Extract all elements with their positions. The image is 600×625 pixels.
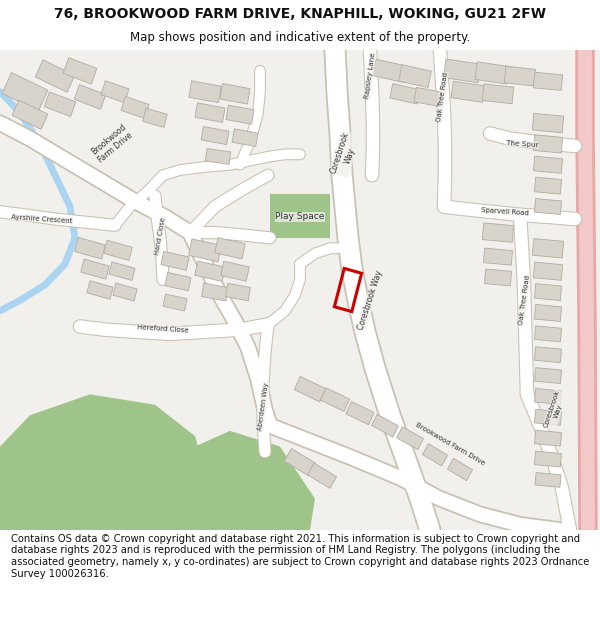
Bar xyxy=(482,223,514,243)
Bar xyxy=(504,66,536,86)
Bar xyxy=(451,81,485,102)
Bar xyxy=(533,262,563,280)
Bar xyxy=(109,262,135,281)
Bar xyxy=(532,239,563,258)
Bar xyxy=(163,294,187,311)
Bar xyxy=(215,238,245,259)
Text: Contains OS data © Crown copyright and database right 2021. This information is : Contains OS data © Crown copyright and d… xyxy=(11,534,589,579)
Bar xyxy=(484,248,512,265)
Bar xyxy=(535,430,562,446)
Bar xyxy=(195,103,225,122)
Text: 76, BROOKWOOD FARM DRIVE, KNAPHILL, WOKING, GU21 2FW: 76, BROOKWOOD FARM DRIVE, KNAPHILL, WOKI… xyxy=(54,7,546,21)
Bar xyxy=(232,129,258,146)
Text: Brookwood Farm Drive: Brookwood Farm Drive xyxy=(415,422,485,467)
Bar xyxy=(12,100,48,129)
Bar xyxy=(81,259,109,279)
Bar xyxy=(482,84,514,104)
Polygon shape xyxy=(175,431,315,530)
Bar xyxy=(270,194,330,238)
Text: The Spur: The Spur xyxy=(506,140,538,148)
Bar xyxy=(121,96,149,118)
Bar xyxy=(101,81,129,102)
Text: Brookwood
Farm Drive: Brookwood Farm Drive xyxy=(89,123,134,165)
Bar xyxy=(161,251,189,270)
Polygon shape xyxy=(0,394,210,530)
Bar xyxy=(390,84,420,104)
Bar xyxy=(535,304,562,321)
Text: Hereford Close: Hereford Close xyxy=(137,324,189,333)
Bar xyxy=(63,58,97,84)
Bar xyxy=(535,472,561,488)
Bar xyxy=(35,60,74,92)
Bar xyxy=(346,401,374,425)
Bar xyxy=(532,113,563,132)
Text: Oak Tree Road: Oak Tree Road xyxy=(518,275,530,326)
Bar xyxy=(44,92,76,117)
Bar xyxy=(484,269,512,286)
Bar xyxy=(535,389,562,404)
Bar xyxy=(188,239,221,262)
Bar xyxy=(320,388,350,411)
Bar xyxy=(201,126,229,144)
Text: Coresbrook
Way: Coresbrook Way xyxy=(329,131,361,178)
Bar xyxy=(373,59,407,82)
Bar xyxy=(74,238,106,259)
Bar xyxy=(189,81,221,102)
Text: Rapsley Lane: Rapsley Lane xyxy=(364,52,376,99)
Bar xyxy=(533,135,563,153)
Bar xyxy=(220,84,250,104)
Bar xyxy=(165,272,191,291)
Bar xyxy=(284,449,316,476)
Bar xyxy=(87,281,113,299)
Bar xyxy=(414,88,442,106)
Bar xyxy=(448,458,473,481)
Bar xyxy=(535,347,562,362)
Bar xyxy=(535,199,562,214)
Bar xyxy=(226,283,250,301)
Bar xyxy=(535,409,562,425)
Text: Hand Close: Hand Close xyxy=(154,217,166,255)
Bar xyxy=(143,108,167,127)
Bar xyxy=(113,283,137,301)
Text: Oak Tree Road: Oak Tree Road xyxy=(436,72,448,122)
Bar xyxy=(202,283,229,301)
Bar xyxy=(295,376,326,402)
Bar xyxy=(398,64,431,88)
Bar xyxy=(475,62,509,84)
Bar xyxy=(535,368,562,384)
Bar xyxy=(535,326,562,342)
Bar xyxy=(422,444,448,466)
Bar xyxy=(104,240,132,261)
Bar xyxy=(443,59,481,82)
Bar xyxy=(2,72,48,111)
Bar xyxy=(307,463,337,488)
Bar xyxy=(535,451,562,467)
Text: Ayrshire Crescent: Ayrshire Crescent xyxy=(11,214,73,224)
Bar xyxy=(371,414,398,437)
Bar xyxy=(533,72,563,91)
Text: Sparvell Road: Sparvell Road xyxy=(481,207,529,216)
Bar xyxy=(74,84,106,109)
Bar xyxy=(533,156,563,173)
Text: Aberdeen Way: Aberdeen Way xyxy=(257,382,269,431)
Text: Coresbrook Way: Coresbrook Way xyxy=(356,269,384,331)
Bar xyxy=(397,427,424,449)
Text: Map shows position and indicative extent of the property.: Map shows position and indicative extent… xyxy=(130,31,470,44)
Bar xyxy=(226,105,254,124)
Bar xyxy=(195,261,225,281)
Bar xyxy=(221,261,249,281)
Text: Play Space: Play Space xyxy=(275,213,325,221)
Bar xyxy=(205,149,231,164)
Text: Coresbrook
Way: Coresbrook Way xyxy=(543,389,567,431)
Bar xyxy=(535,284,562,301)
Bar xyxy=(535,177,562,194)
Bar xyxy=(334,268,362,312)
